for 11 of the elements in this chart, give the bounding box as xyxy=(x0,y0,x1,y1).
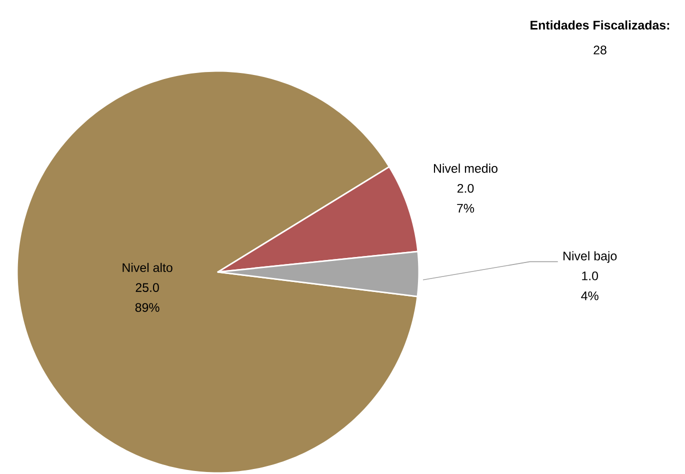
text: 89% xyxy=(135,303,160,312)
slice-label: Nivel alto xyxy=(122,262,172,272)
text: Entidades Fiscalizadas: xyxy=(530,20,670,30)
text: 7% xyxy=(457,204,474,213)
data-label: 1.0 xyxy=(582,271,598,280)
text: 4% xyxy=(581,291,598,300)
data-label: 25.0 xyxy=(136,283,159,292)
slice-label: Nivel medio xyxy=(434,164,498,173)
slice-label: Nivel bajo xyxy=(564,251,617,263)
text: 28 xyxy=(594,46,606,54)
data-label: 2.0 xyxy=(457,184,474,193)
